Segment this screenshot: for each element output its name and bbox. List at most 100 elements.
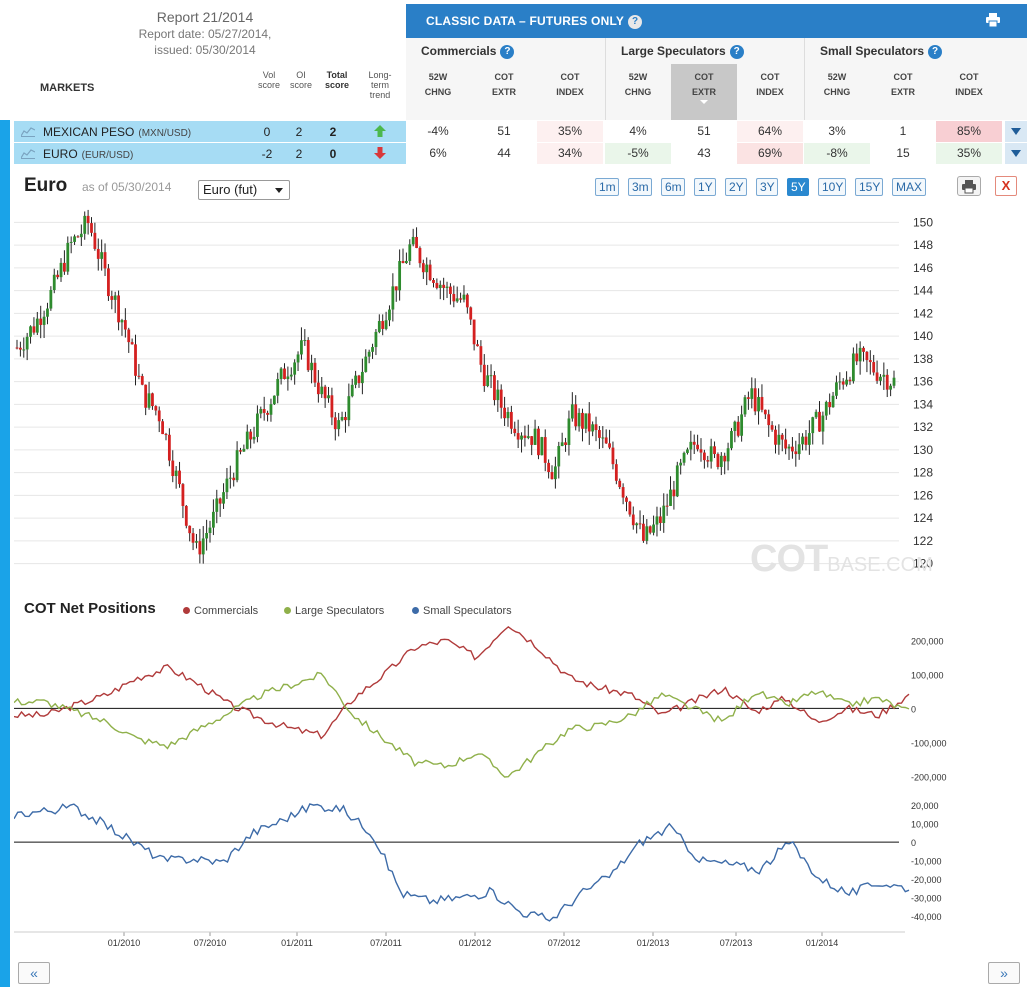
range-button-max[interactable]: MAX (892, 178, 926, 196)
candle (763, 409, 767, 415)
subheader-cot-extr[interactable]: COT EXTR (471, 70, 537, 100)
close-chart-button[interactable]: X (995, 176, 1017, 196)
candle (286, 376, 290, 380)
subheader-cot-index[interactable]: COT INDEX (737, 70, 803, 100)
candle (740, 414, 744, 436)
candle (35, 318, 39, 333)
subheader-cot-index[interactable]: COT INDEX (936, 70, 1002, 100)
range-button-3y[interactable]: 3Y (756, 178, 778, 196)
cell-small-index: 35% (936, 143, 1002, 164)
range-button-5y[interactable]: 5Y (787, 178, 809, 196)
candle (509, 411, 513, 429)
subheader-cot-extr-sorted[interactable]: COT EXTR (671, 64, 737, 120)
candle (215, 498, 219, 512)
subheader-line: 52W (827, 72, 847, 82)
range-button-2y[interactable]: 2Y (725, 178, 747, 196)
row-expand-button[interactable] (1005, 143, 1027, 164)
range-button-15y[interactable]: 15Y (855, 178, 883, 196)
help-icon[interactable]: ? (500, 45, 515, 59)
candle (140, 376, 144, 385)
cotbase-watermark: COTBASE.COM (750, 538, 933, 581)
range-button-1y[interactable]: 1Y (694, 178, 716, 196)
candle (791, 446, 794, 452)
candle (716, 454, 720, 467)
mini-chart-icon (21, 127, 35, 137)
subheader-cot-index[interactable]: COT INDEX (537, 70, 603, 100)
candle (686, 449, 689, 453)
cot-axis-label: -200,000 (911, 772, 947, 782)
candle (59, 262, 63, 278)
help-icon[interactable]: ? (628, 15, 643, 29)
candle (601, 437, 605, 439)
range-button-10y[interactable]: 10Y (818, 178, 846, 196)
subheader-52w-chng[interactable]: 52W CHNG (405, 70, 471, 100)
row-expand-button[interactable] (1005, 121, 1027, 142)
prev-market-button[interactable]: « (18, 962, 50, 984)
mini-chart-icon (21, 149, 35, 159)
sort-desc-icon (700, 100, 708, 104)
legend-label: Commercials (194, 605, 259, 617)
candle (310, 362, 313, 371)
candle (191, 533, 195, 543)
next-market-button[interactable]: » (988, 962, 1020, 984)
candle (249, 431, 253, 440)
candle (269, 404, 273, 415)
legend-small-speculators[interactable]: Small Speculators (412, 605, 512, 617)
candle (388, 309, 391, 321)
trend-down-icon (374, 147, 386, 159)
candle (638, 523, 642, 525)
candle (777, 434, 781, 445)
cot-axis-label: -40,000 (911, 912, 942, 922)
market-name[interactable]: MEXICAN PESO (MXN/USD) (43, 125, 191, 139)
market-name[interactable]: EURO (EUR/USD) (43, 147, 133, 161)
candle (838, 381, 842, 383)
candle (157, 410, 161, 422)
subheader-52w-chng[interactable]: 52W CHNG (605, 70, 671, 100)
candle (719, 455, 723, 467)
candle (804, 436, 808, 445)
range-button-3m[interactable]: 3m (628, 178, 652, 196)
oi-score: 2 (295, 125, 303, 139)
candle (757, 396, 760, 412)
table-row[interactable]: EURO (EUR/USD) -2 2 0 6% 44 34% -5% 43 69… (14, 143, 1027, 164)
candle (327, 395, 330, 399)
candle (103, 252, 107, 269)
candle (835, 382, 838, 396)
cot-axis-label: -10,000 (911, 857, 942, 867)
legend-commercials[interactable]: Commercials (183, 605, 258, 617)
help-icon[interactable]: ? (928, 45, 943, 59)
candle (591, 424, 595, 432)
candle (526, 436, 530, 438)
candle (266, 412, 269, 415)
candle (493, 375, 496, 401)
candle (360, 371, 364, 384)
candle (374, 331, 378, 348)
candle (337, 420, 341, 430)
table-row[interactable]: MEXICAN PESO (MXN/USD) 0 2 2 -4% 51 35% 4… (14, 121, 1027, 142)
range-button-1m[interactable]: 1m (595, 178, 619, 196)
range-button-6m[interactable]: 6m (661, 178, 685, 196)
cell-small-52w: 3% (828, 124, 846, 138)
candle (570, 404, 574, 419)
watermark-sub: BASE.COM (827, 554, 933, 576)
candle (496, 389, 500, 401)
print-icon[interactable] (985, 13, 1001, 27)
candle (107, 268, 110, 297)
subheader-cot-extr[interactable]: COT EXTR (870, 70, 936, 100)
print-chart-button[interactable] (957, 176, 981, 196)
help-icon[interactable]: ? (729, 45, 744, 59)
candle (540, 437, 544, 456)
cot-axis-label: -100,000 (911, 738, 947, 748)
candle (753, 388, 757, 412)
chevron-down-icon (275, 188, 283, 193)
subheader-52w-chng[interactable]: 52W CHNG (804, 70, 870, 100)
candle (696, 444, 700, 450)
contract-select[interactable]: Euro (fut) (198, 180, 290, 200)
candle (868, 360, 872, 363)
legend-large-speculators[interactable]: Large Speculators (284, 605, 384, 617)
cot-section-title: COT Net Positions (24, 600, 156, 617)
candle (560, 442, 564, 447)
candle (239, 450, 242, 452)
candle (69, 241, 73, 243)
group-commercials: Commercials? (421, 44, 515, 59)
